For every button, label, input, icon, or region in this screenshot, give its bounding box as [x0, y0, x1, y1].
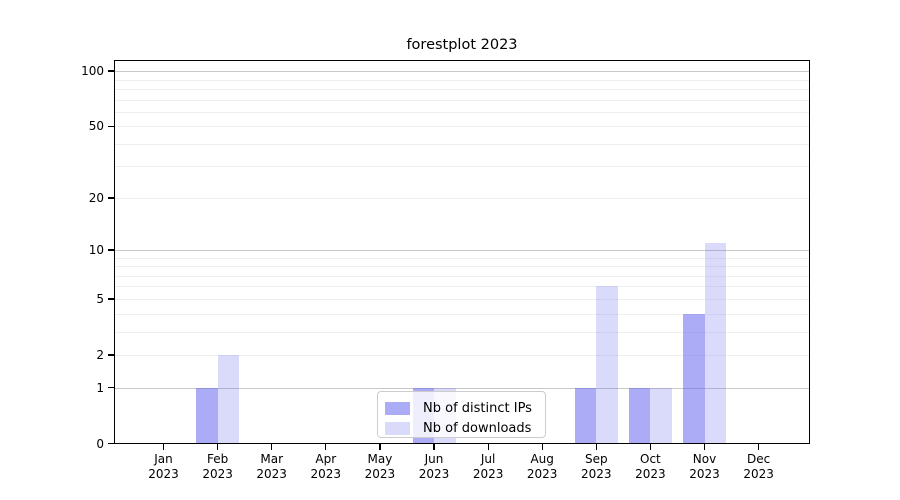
x-tick-label: Jun 2023: [418, 451, 450, 481]
minor-gridline: [114, 197, 810, 199]
x-tick-mark: [487, 443, 489, 450]
major-gridline: [114, 250, 810, 251]
y-tick-label: 5: [96, 291, 104, 306]
bar-downloads: [704, 242, 726, 444]
x-tick-label: Jul 2023: [472, 451, 504, 481]
x-tick-mark: [217, 443, 219, 450]
legend-label-downloads: Nb of downloads: [423, 421, 532, 436]
y-tick-mark: [108, 70, 114, 72]
legend-item: Nb of distinct IPs: [385, 399, 536, 419]
x-tick-mark: [758, 443, 760, 450]
x-tick-mark: [162, 443, 165, 450]
x-tick-label: Apr 2023: [310, 451, 342, 481]
minor-gridline: [114, 266, 810, 268]
x-tick-label: Mar 2023: [256, 451, 287, 481]
y-tick-mark: [108, 249, 114, 251]
minor-gridline: [114, 126, 810, 128]
bar-downloads: [650, 387, 672, 444]
y-tick-label: 1: [96, 380, 104, 395]
major-gridline: [114, 387, 810, 389]
y-tick-mark: [108, 354, 114, 356]
y-tick-label: 20: [88, 190, 104, 205]
x-tick-mark: [595, 443, 597, 450]
chart-title: forestplot 2023: [406, 37, 518, 53]
x-tick-label: Dec 2023: [743, 451, 774, 481]
x-tick-label: Sep 2023: [581, 451, 612, 481]
x-tick-mark: [379, 443, 381, 450]
y-tick-label: 2: [96, 347, 104, 362]
y-tick-mark: [108, 442, 114, 445]
minor-gridline: [114, 313, 810, 315]
bar-downloads: [596, 286, 618, 444]
legend: Nb of distinct IPs Nb of downloads: [377, 390, 546, 439]
x-tick-mark: [541, 443, 543, 450]
y-tick-mark: [108, 125, 114, 127]
y-tick-label: 50: [88, 119, 104, 134]
minor-gridline: [114, 88, 810, 90]
x-tick-label: Oct 2023: [635, 451, 666, 481]
minor-gridline: [114, 79, 810, 81]
minor-gridline: [114, 354, 810, 356]
y-tick-label: 10: [88, 243, 104, 257]
minor-gridline: [114, 331, 810, 333]
minor-gridline: [114, 166, 810, 168]
x-tick-mark: [325, 443, 327, 450]
x-tick-label: Feb 2023: [202, 451, 233, 481]
y-tick-label: 100: [81, 64, 104, 79]
minor-gridline: [114, 286, 810, 288]
minor-gridline: [114, 111, 810, 113]
x-tick-label: Nov 2023: [689, 451, 720, 481]
x-tick-mark: [649, 443, 652, 450]
plot-area: [114, 59, 810, 444]
minor-gridline: [114, 99, 810, 101]
x-tick-label: Jan 2023: [148, 451, 179, 481]
x-tick-label: May 2023: [364, 451, 396, 481]
bar-downloads: [217, 354, 240, 444]
y-tick-label: 0: [96, 436, 104, 451]
x-tick-mark: [433, 443, 435, 450]
legend-item: Nb of downloads: [385, 419, 536, 439]
legend-label-distinct-ips: Nb of distinct IPs: [423, 401, 532, 416]
legend-swatch-distinct-ips: [385, 402, 410, 415]
minor-gridline: [114, 298, 810, 300]
legend-swatch-downloads: [385, 422, 410, 435]
major-gridline: [114, 71, 810, 73]
x-tick-label: Aug 2023: [526, 451, 558, 481]
y-tick-mark: [108, 197, 114, 199]
x-tick-mark: [703, 443, 706, 450]
bar-distinct-ips: [628, 387, 651, 444]
bar-distinct-ips: [683, 313, 705, 444]
y-tick-mark: [108, 298, 114, 300]
bar-distinct-ips: [196, 387, 218, 444]
bar-distinct-ips: [574, 387, 597, 444]
minor-gridline: [114, 275, 810, 277]
x-tick-mark: [271, 443, 273, 450]
minor-gridline: [114, 143, 810, 145]
y-tick-mark: [108, 386, 114, 389]
minor-gridline: [114, 257, 810, 259]
